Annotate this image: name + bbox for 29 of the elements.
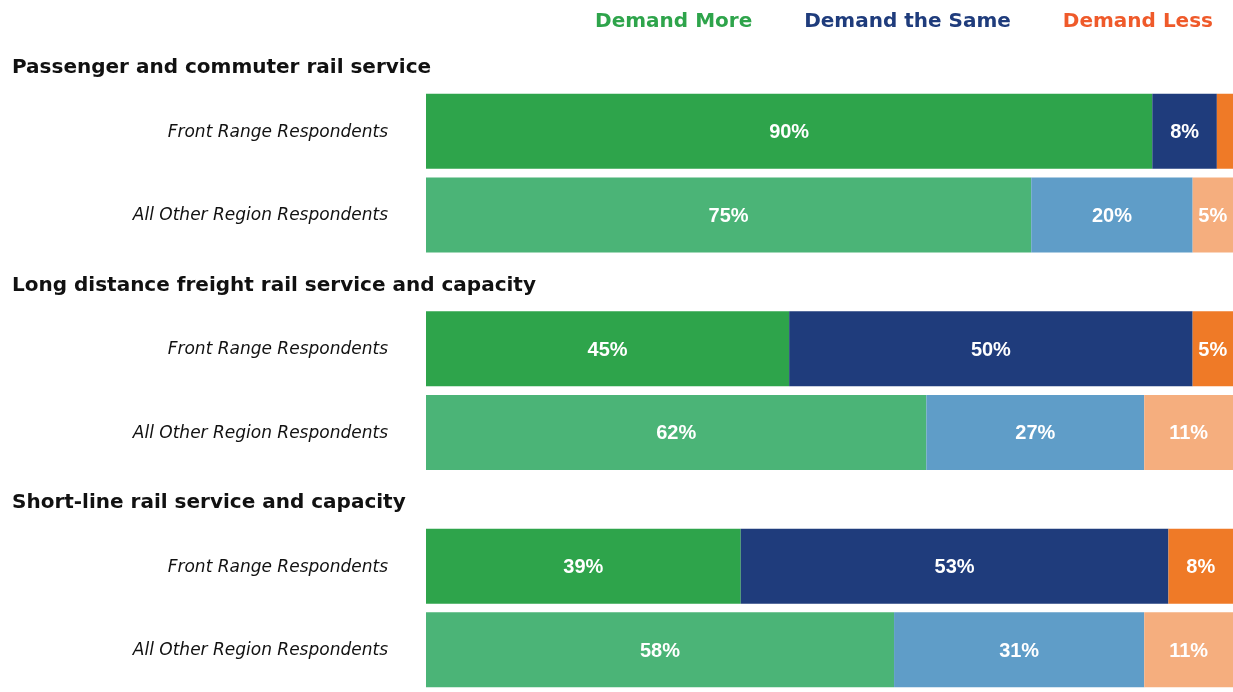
data-label: 31% bbox=[999, 638, 1040, 661]
data-label: 90% bbox=[769, 120, 810, 143]
text: Short-line rail service and capacity bbox=[12, 489, 406, 514]
data-label: 62% bbox=[656, 421, 697, 444]
data-label: 8% bbox=[1170, 120, 1200, 143]
data-label: 5% bbox=[1198, 203, 1228, 226]
text: Demand More bbox=[595, 8, 753, 32]
y-tick-label: Front Range Respondents bbox=[167, 338, 389, 359]
y-tick-label: All Other Region Respondents bbox=[131, 204, 389, 225]
data-label: 53% bbox=[934, 555, 975, 578]
data-label: 27% bbox=[1015, 421, 1056, 444]
data-label: 5% bbox=[1198, 337, 1228, 360]
text: Demand the Same bbox=[804, 8, 1011, 32]
annotation: Passenger and commuter rail service bbox=[12, 54, 432, 79]
data-label: 75% bbox=[708, 203, 749, 226]
data-label: 39% bbox=[563, 555, 604, 578]
annotation: Long distance freight rail service and capacity bbox=[12, 271, 536, 296]
data-label: 50% bbox=[970, 337, 1012, 360]
data-label: 58% bbox=[640, 638, 681, 661]
y-tick-label: Front Range Respondents bbox=[167, 555, 389, 576]
text: Demand Less bbox=[1062, 8, 1213, 32]
y-tick-label: Front Range Respondents bbox=[167, 120, 389, 141]
data-label: 20% bbox=[1091, 203, 1133, 226]
data-label: 8% bbox=[1186, 555, 1216, 578]
data-label: 45% bbox=[587, 337, 628, 360]
y-tick-label: All Other Region Respondents bbox=[131, 421, 389, 442]
y-tick-label: All Other Region Respondents bbox=[131, 639, 389, 660]
data-label: 11% bbox=[1169, 638, 1209, 661]
data-label: 11% bbox=[1169, 421, 1209, 444]
